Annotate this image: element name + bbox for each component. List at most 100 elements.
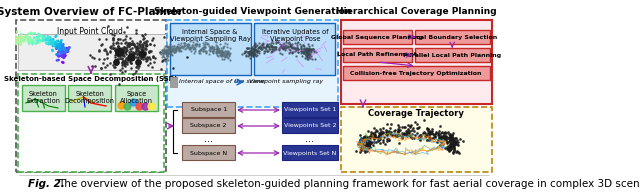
Point [159,49,170,52]
Point [120,37,131,40]
Point [110,56,120,59]
Point [292,46,302,50]
Point [285,45,296,48]
Point [302,48,312,51]
Point [0,43,8,46]
Point [271,41,281,44]
Point [374,136,385,139]
Point [204,45,214,48]
Point [220,55,230,58]
Point [221,53,232,56]
Point [252,50,262,53]
Point [119,61,129,64]
Point [359,142,369,145]
Point [394,142,404,145]
Point [170,50,180,54]
Point [164,47,174,50]
Point [51,42,61,45]
Point [378,126,388,129]
Point [261,45,271,48]
Point [302,47,312,50]
Point [447,143,458,146]
Point [375,133,385,136]
Point [141,44,152,47]
Point [248,55,259,58]
Point [23,36,33,39]
Point [0,44,1,47]
Point [192,42,202,45]
Point [266,46,276,49]
Point [449,149,459,152]
Point [109,46,120,49]
Point [217,52,227,55]
Point [163,45,173,48]
Point [185,39,195,42]
Point [141,57,151,60]
Point [405,126,415,129]
Point [218,45,228,48]
Point [307,57,317,60]
Point [376,127,386,131]
Point [12,30,22,33]
Point [292,46,303,49]
Point [403,130,413,133]
Point [372,129,382,132]
Point [102,57,113,60]
Point [219,54,229,57]
Point [127,46,137,49]
Point [251,49,261,52]
Point [169,44,179,47]
Point [369,130,380,133]
Point [365,135,375,138]
Point [123,42,133,45]
Point [113,42,124,45]
Point [299,45,309,48]
Point [452,143,463,146]
Point [358,136,368,139]
Point [117,53,127,56]
Point [0,54,3,57]
Point [2,38,12,41]
Point [436,135,446,138]
Point [150,57,160,60]
Point [374,134,385,137]
Point [424,134,435,137]
Point [5,39,15,42]
Point [163,46,173,49]
Point [11,40,21,43]
Point [241,55,251,58]
Point [205,47,215,50]
Point [447,139,458,142]
Point [144,49,154,52]
FancyBboxPatch shape [282,145,337,160]
Point [119,30,129,33]
FancyBboxPatch shape [282,102,337,117]
Point [244,47,254,50]
Point [124,44,134,47]
Point [4,41,15,44]
Point [401,132,412,135]
Point [250,48,260,51]
Point [262,43,272,46]
FancyBboxPatch shape [340,107,492,172]
Point [47,42,57,45]
Point [247,51,257,54]
Point [209,47,219,50]
Point [141,60,152,63]
FancyBboxPatch shape [182,145,235,160]
Point [285,44,296,47]
Point [8,34,19,37]
Point [262,50,273,53]
Point [359,138,369,142]
Point [47,41,57,44]
Point [113,44,124,47]
Point [94,38,104,41]
Point [133,46,143,49]
Point [56,46,67,49]
Point [40,35,50,38]
Point [259,45,269,48]
Point [53,45,63,48]
Point [259,51,269,54]
Point [42,37,52,40]
Point [363,130,373,133]
